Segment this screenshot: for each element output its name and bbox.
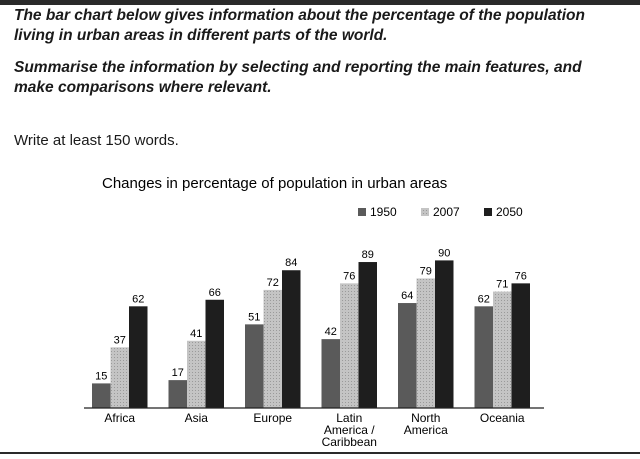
bars: 15 37 62 17 41 66 51 72 84 42 76 89 64 79 90 62 71 76	[92, 247, 530, 408]
value-label-1950-5: 62	[478, 293, 490, 305]
value-label-1950-3: 42	[325, 326, 337, 338]
legend-swatch-2007	[421, 208, 429, 216]
bar-1950-3	[321, 339, 340, 408]
legend: 1950 2007 2050	[358, 205, 523, 219]
value-label-2050-5: 76	[515, 270, 527, 282]
value-label-2050-0: 62	[132, 293, 144, 305]
bar-2050-1	[205, 299, 224, 408]
value-label-2050-2: 84	[285, 257, 297, 269]
category-label-line: America	[404, 423, 448, 437]
category-label-4: North America	[404, 411, 448, 437]
category-label-line: Caribbean	[322, 435, 377, 449]
bar-2007-3	[340, 283, 359, 408]
category-label-3: Latin America / Caribbean	[322, 411, 377, 449]
value-label-1950-0: 15	[95, 370, 107, 382]
legend-label-2050: 2050	[496, 205, 523, 219]
task-prompt: The bar chart below gives information ab…	[14, 6, 624, 110]
legend-swatch-2050	[484, 208, 492, 216]
legend-label-2007: 2007	[433, 205, 460, 219]
bar-1950-2	[245, 324, 264, 408]
value-label-1950-1: 17	[172, 367, 184, 379]
legend-label-1950: 1950	[370, 205, 397, 219]
bar-2007-2	[263, 289, 282, 408]
category-labels: Africa Asia Europe Latin America / Caribbean N…	[104, 411, 525, 449]
category-label-0: Africa	[104, 411, 135, 425]
bar-2050-5	[511, 283, 530, 408]
bar-1950-5	[474, 306, 493, 408]
bar-2050-3	[358, 262, 377, 408]
category-label-5: Oceania	[480, 411, 525, 425]
task-paragraph-1: The bar chart below gives information ab…	[14, 7, 585, 44]
value-label-2007-2: 72	[267, 277, 279, 289]
category-label-line: North	[411, 411, 440, 425]
category-label-2: Europe	[253, 411, 292, 425]
category-label-line: America /	[324, 423, 375, 437]
bar-2007-5	[493, 291, 512, 408]
category-label-line: Oceania	[480, 411, 525, 425]
category-label-line: Europe	[253, 411, 292, 425]
category-label-line: Asia	[185, 411, 209, 425]
value-label-1950-4: 64	[401, 290, 413, 302]
chart-title: Changes in percentage of population in u…	[102, 175, 447, 192]
bar-2050-2	[282, 270, 301, 408]
category-label-line: Latin	[336, 411, 362, 425]
category-label-line: Africa	[104, 411, 135, 425]
bottom-edge	[0, 452, 640, 454]
value-label-1950-2: 51	[248, 311, 260, 323]
task-paragraph-2: Summarise the information by selecting a…	[14, 59, 582, 96]
category-label-1: Asia	[185, 411, 209, 425]
bar-2007-1	[187, 340, 206, 408]
chart: Changes in percentage of population in u…	[0, 168, 640, 454]
value-label-2050-3: 89	[362, 249, 374, 261]
word-count-instruction: Write at least 150 words.	[14, 132, 179, 149]
bar-2007-4	[416, 278, 435, 408]
legend-swatch-1950	[358, 208, 366, 216]
value-label-2007-1: 41	[190, 328, 202, 340]
value-label-2007-0: 37	[114, 334, 126, 346]
bar-2050-4	[435, 260, 454, 408]
bar-1950-0	[92, 383, 111, 408]
value-label-2050-1: 66	[209, 287, 221, 299]
bar-chart-svg: Changes in percentage of population in u…	[84, 175, 544, 449]
bar-1950-1	[168, 380, 187, 408]
value-label-2007-5: 71	[496, 279, 508, 291]
value-label-2007-4: 79	[420, 265, 432, 277]
value-label-2050-4: 90	[438, 247, 450, 259]
bar-1950-4	[398, 303, 417, 408]
top-edge	[0, 0, 640, 5]
bar-2007-0	[110, 347, 129, 408]
bar-2050-0	[129, 306, 148, 408]
value-label-2007-3: 76	[343, 270, 355, 282]
